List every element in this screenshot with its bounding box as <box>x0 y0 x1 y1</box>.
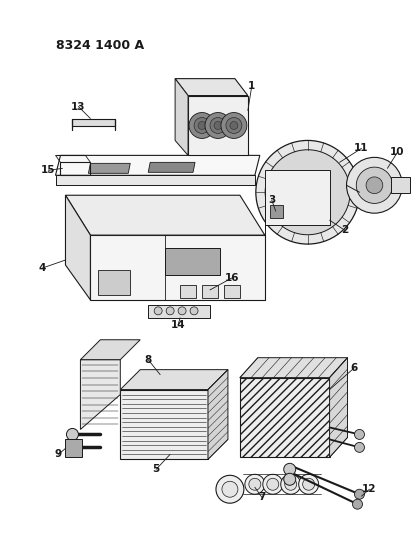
Circle shape <box>66 441 78 454</box>
Polygon shape <box>240 377 330 457</box>
Polygon shape <box>80 360 120 430</box>
Circle shape <box>299 474 318 494</box>
Polygon shape <box>270 205 283 218</box>
Polygon shape <box>224 285 240 298</box>
Text: 5: 5 <box>152 464 160 474</box>
Polygon shape <box>73 118 115 126</box>
Polygon shape <box>66 195 265 235</box>
Circle shape <box>265 150 350 235</box>
Text: 14: 14 <box>171 320 185 330</box>
Circle shape <box>221 112 247 139</box>
Text: 4: 4 <box>39 263 46 273</box>
Circle shape <box>263 474 283 494</box>
Circle shape <box>303 478 315 490</box>
Polygon shape <box>98 270 130 295</box>
Circle shape <box>226 117 242 133</box>
Circle shape <box>205 112 231 139</box>
Circle shape <box>198 122 206 130</box>
Text: 3: 3 <box>268 195 275 205</box>
Polygon shape <box>148 305 210 318</box>
Circle shape <box>230 122 238 130</box>
Circle shape <box>356 167 393 204</box>
Polygon shape <box>120 390 208 459</box>
Circle shape <box>245 474 265 494</box>
Circle shape <box>354 442 365 453</box>
Polygon shape <box>89 163 130 173</box>
Polygon shape <box>391 177 410 193</box>
Circle shape <box>284 473 296 485</box>
Polygon shape <box>265 171 330 225</box>
Circle shape <box>210 117 226 133</box>
Polygon shape <box>165 248 220 275</box>
Polygon shape <box>56 175 255 185</box>
Circle shape <box>222 481 238 497</box>
Text: 2: 2 <box>341 225 348 235</box>
Text: 8324 1400 A: 8324 1400 A <box>56 39 144 52</box>
Circle shape <box>281 474 301 494</box>
Text: 6: 6 <box>351 362 358 373</box>
Polygon shape <box>148 163 195 172</box>
Text: 8: 8 <box>145 354 152 365</box>
Polygon shape <box>56 156 260 175</box>
Text: 10: 10 <box>390 148 405 157</box>
Circle shape <box>178 307 186 315</box>
Circle shape <box>285 478 297 490</box>
Polygon shape <box>175 79 188 156</box>
Circle shape <box>353 499 363 509</box>
Polygon shape <box>202 285 218 298</box>
Polygon shape <box>66 195 90 300</box>
Polygon shape <box>90 235 265 300</box>
Circle shape <box>194 117 210 133</box>
Polygon shape <box>208 370 228 459</box>
Circle shape <box>354 489 365 499</box>
Circle shape <box>154 307 162 315</box>
Text: 15: 15 <box>41 165 56 175</box>
Circle shape <box>216 475 244 503</box>
Text: 11: 11 <box>354 143 369 154</box>
Circle shape <box>292 177 323 208</box>
Circle shape <box>267 478 279 490</box>
Circle shape <box>366 177 383 193</box>
Polygon shape <box>180 285 196 298</box>
Polygon shape <box>120 370 228 390</box>
Circle shape <box>354 430 365 439</box>
Text: 7: 7 <box>258 492 265 502</box>
Text: 9: 9 <box>55 449 62 459</box>
Circle shape <box>249 478 261 490</box>
Polygon shape <box>188 95 248 156</box>
Text: 1: 1 <box>248 80 255 91</box>
Circle shape <box>346 157 403 213</box>
Polygon shape <box>240 358 347 377</box>
Circle shape <box>189 112 215 139</box>
Text: 16: 16 <box>225 273 239 283</box>
Circle shape <box>256 140 360 244</box>
Circle shape <box>190 307 198 315</box>
Text: 12: 12 <box>362 484 377 494</box>
Circle shape <box>214 122 222 130</box>
Circle shape <box>166 307 174 315</box>
Polygon shape <box>330 358 347 457</box>
Text: 13: 13 <box>71 102 86 111</box>
Polygon shape <box>80 340 140 360</box>
Polygon shape <box>66 439 82 457</box>
Polygon shape <box>175 79 248 95</box>
Circle shape <box>66 429 78 440</box>
Circle shape <box>284 463 296 475</box>
